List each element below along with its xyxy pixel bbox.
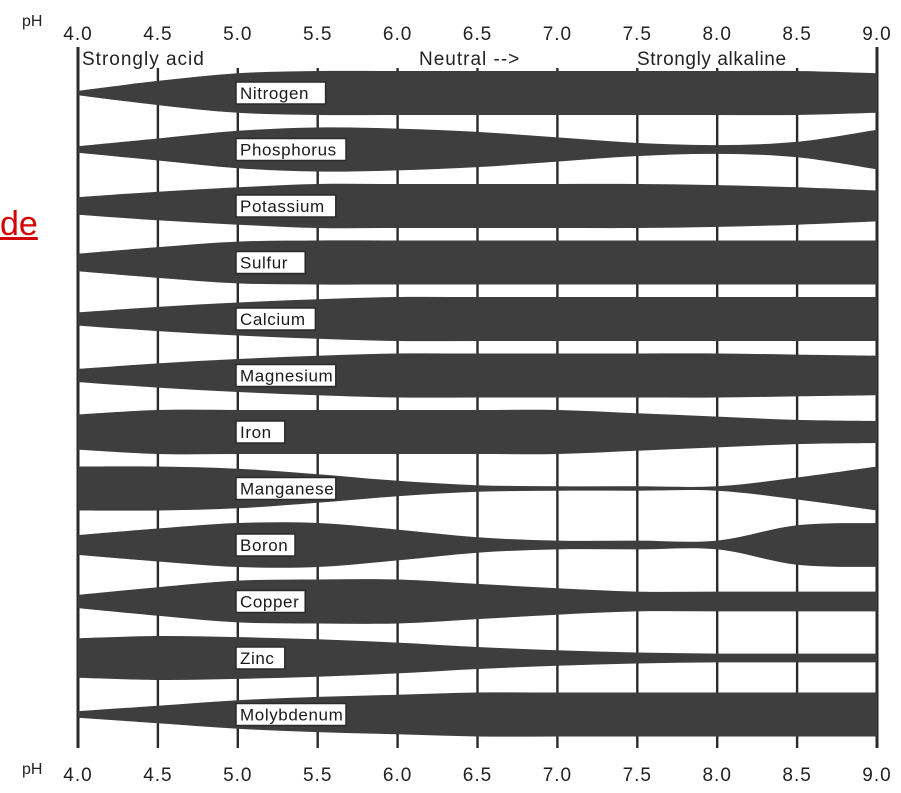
top-tick-label-8.5: 8.5 [782, 24, 811, 45]
bottom-tick-label-7.5: 7.5 [623, 765, 652, 786]
band-nitrogen [78, 70, 877, 116]
band-label-box-calcium [235, 307, 317, 331]
top-tick-label-9.0: 9.0 [862, 24, 891, 45]
band-label-box-boron [235, 533, 296, 557]
band-label-box-potassium [235, 194, 337, 218]
bottom-axis-label: pH [22, 761, 42, 778]
band-label-nitrogen: Nitrogen [240, 84, 309, 103]
range-label-strongly-acid: Strongly acid [82, 49, 205, 70]
cropped-link-text[interactable]: de [0, 205, 38, 243]
bottom-tick-label-5.5: 5.5 [303, 765, 332, 786]
bottom-tick-label-8.5: 8.5 [782, 765, 811, 786]
band-label-box-magnesium [235, 363, 337, 388]
bottom-tick-label-4.5: 4.5 [143, 765, 172, 786]
bottom-tick-label-6.5: 6.5 [463, 765, 492, 786]
top-tick-label-6.0: 6.0 [383, 24, 412, 45]
band-label-box-manganese [235, 476, 337, 501]
bottom-tick-label-8.0: 8.0 [702, 765, 731, 786]
bottom-tick-label-5.0: 5.0 [223, 765, 252, 786]
band-copper [78, 579, 877, 624]
band-sulfur [78, 240, 877, 285]
band-label-manganese: Manganese [240, 480, 334, 499]
top-tick-label-5.0: 5.0 [223, 24, 252, 45]
range-label-strongly-alkaline: Strongly alkaline [637, 49, 787, 70]
band-label-box-iron [235, 420, 286, 444]
band-molybdenum [78, 692, 877, 737]
top-tick-label-5.5: 5.5 [303, 24, 332, 45]
band-label-potassium: Potassium [240, 197, 325, 216]
top-axis-label: pH [22, 13, 42, 30]
band-potassium [78, 183, 877, 229]
band-label-molybdenum: Molybdenum [240, 706, 343, 725]
range-label-strip [81, 46, 874, 68]
top-tick-label-6.5: 6.5 [463, 24, 492, 45]
band-label-box-phosphorus [235, 137, 347, 162]
bottom-tick-label-4.0: 4.0 [63, 765, 92, 786]
bottom-tick-label-7.0: 7.0 [543, 765, 572, 786]
top-tick-label-7.5: 7.5 [623, 24, 652, 45]
top-tick-label-7.0: 7.0 [543, 24, 572, 45]
band-label-calcium: Calcium [240, 310, 306, 329]
band-label-box-sulfur [235, 250, 306, 275]
band-phosphorus [78, 127, 877, 172]
top-tick-label-4.0: 4.0 [63, 24, 92, 45]
band-label-box-nitrogen [235, 81, 327, 105]
band-iron [78, 409, 877, 455]
band-label-copper: Copper [240, 593, 299, 612]
band-calcium [78, 296, 877, 342]
band-label-sulfur: Sulfur [240, 254, 288, 273]
band-label-box-zinc [235, 646, 286, 670]
bottom-tick-label-9.0: 9.0 [862, 765, 891, 786]
band-magnesium [78, 353, 877, 398]
bottom-tick-label-6.0: 6.0 [383, 765, 412, 786]
band-label-boron: Boron [240, 536, 288, 555]
top-tick-label-8.0: 8.0 [702, 24, 731, 45]
band-label-magnesium: Magnesium [240, 367, 333, 386]
top-tick-label-4.5: 4.5 [143, 24, 172, 45]
band-label-box-copper [235, 589, 306, 614]
range-label-neutral: Neutral --> [419, 49, 520, 70]
band-label-zinc: Zinc [240, 649, 275, 668]
band-label-iron: Iron [240, 423, 272, 442]
band-label-phosphorus: Phosphorus [240, 141, 337, 160]
band-label-box-molybdenum [235, 702, 347, 727]
